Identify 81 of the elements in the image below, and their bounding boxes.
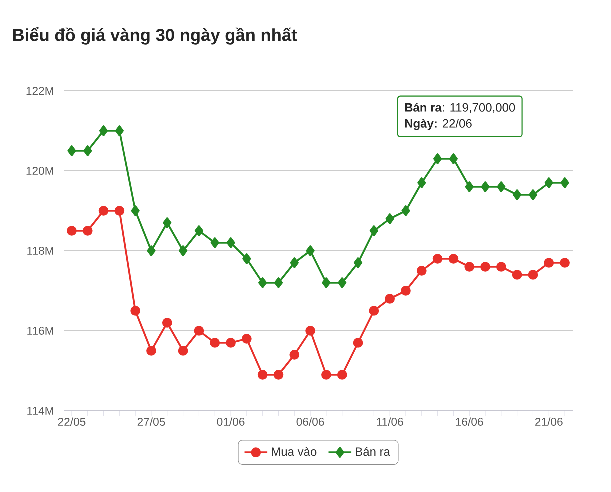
point bbox=[130, 306, 141, 316]
x-tick-label: 06/06 bbox=[296, 418, 324, 426]
point bbox=[226, 338, 236, 348]
point bbox=[115, 126, 124, 136]
y-tick-label: 114M bbox=[28, 407, 54, 415]
point bbox=[146, 346, 156, 356]
point bbox=[386, 214, 394, 224]
point bbox=[99, 126, 108, 136]
point bbox=[544, 178, 554, 188]
point bbox=[194, 326, 204, 336]
point bbox=[322, 278, 331, 288]
point bbox=[306, 326, 316, 336]
annotation: Ngày: 22/06 bbox=[405, 119, 472, 130]
point bbox=[369, 306, 380, 316]
point bbox=[114, 206, 125, 216]
point bbox=[337, 370, 348, 380]
point bbox=[290, 258, 299, 268]
point bbox=[401, 286, 411, 296]
point bbox=[163, 218, 172, 228]
y-tick-label: 122M bbox=[26, 87, 54, 95]
point bbox=[178, 346, 188, 356]
point bbox=[84, 146, 92, 156]
point bbox=[67, 226, 77, 236]
point bbox=[322, 370, 332, 380]
point bbox=[402, 206, 410, 216]
point bbox=[82, 226, 93, 236]
point bbox=[131, 206, 140, 216]
point bbox=[290, 350, 300, 360]
point bbox=[416, 266, 427, 276]
x-tick-label: 27/05 bbox=[138, 418, 166, 426]
annotation: Bán ra: 119,700,000 bbox=[405, 103, 516, 114]
point bbox=[513, 190, 522, 200]
point bbox=[465, 182, 474, 192]
point bbox=[418, 178, 426, 188]
point bbox=[194, 226, 204, 236]
point bbox=[385, 294, 396, 304]
point bbox=[370, 226, 378, 236]
chart-title: Biểu đồ giá vàng 30 ngày gần nhất bbox=[13, 27, 298, 45]
point bbox=[98, 206, 109, 216]
point bbox=[178, 246, 188, 256]
x-tick-label: 01/06 bbox=[217, 418, 245, 426]
point bbox=[274, 278, 284, 288]
point bbox=[68, 146, 76, 156]
point bbox=[432, 254, 443, 264]
x-tick-label: 11/06 bbox=[377, 418, 404, 426]
point bbox=[496, 262, 506, 272]
point bbox=[274, 370, 284, 380]
point bbox=[560, 178, 570, 188]
point bbox=[210, 238, 220, 248]
point bbox=[544, 258, 554, 268]
point bbox=[258, 370, 268, 380]
point bbox=[338, 278, 347, 288]
legend-label: Bán ra bbox=[356, 447, 390, 456]
point bbox=[480, 262, 490, 272]
point bbox=[147, 246, 156, 256]
point bbox=[481, 182, 490, 192]
point bbox=[258, 278, 268, 288]
x-tick-label: 21/06 bbox=[536, 418, 563, 426]
point bbox=[226, 238, 236, 248]
point bbox=[449, 154, 458, 164]
point bbox=[306, 246, 315, 256]
point bbox=[448, 254, 459, 264]
legend-label: Mua vào bbox=[272, 447, 317, 456]
point bbox=[528, 270, 538, 280]
point bbox=[353, 338, 364, 348]
point bbox=[354, 258, 363, 268]
point bbox=[497, 182, 506, 192]
y-tick-label: 120M bbox=[26, 167, 54, 176]
point bbox=[210, 338, 220, 348]
point bbox=[162, 318, 172, 328]
point bbox=[528, 190, 538, 200]
x-tick-label: 22/05 bbox=[58, 418, 86, 426]
x-tick-label: 16/06 bbox=[456, 418, 484, 426]
point bbox=[560, 258, 570, 268]
point bbox=[242, 254, 252, 264]
point bbox=[464, 262, 475, 272]
point bbox=[242, 334, 252, 344]
y-tick-label: 118M bbox=[28, 246, 54, 255]
point bbox=[512, 270, 522, 280]
point bbox=[433, 154, 442, 164]
y-tick-label: 116M bbox=[28, 326, 54, 335]
